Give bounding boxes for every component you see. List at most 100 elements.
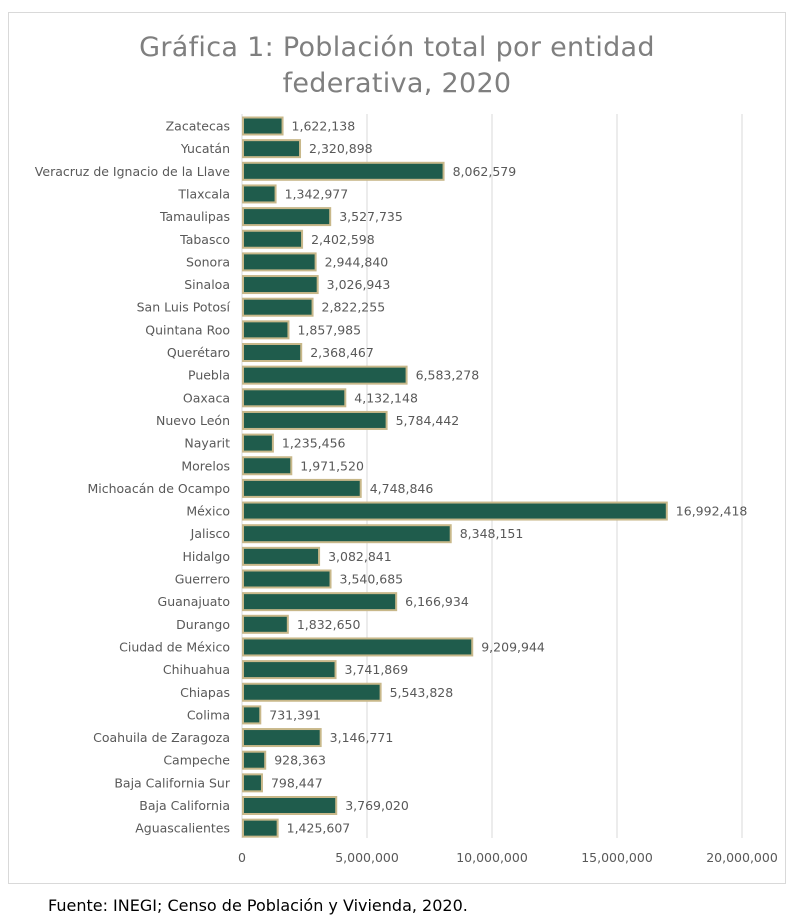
- category-label-17: México: [186, 504, 230, 519]
- category-label-15: Morelos: [181, 458, 230, 473]
- bar-26: [242, 705, 262, 725]
- bar-18: [242, 524, 452, 544]
- bar-7: [242, 275, 319, 295]
- value-label-22: 1,832,650: [297, 617, 361, 632]
- value-label-7: 3,026,943: [327, 277, 391, 292]
- category-label-9: Quintana Roo: [145, 322, 230, 337]
- bar-11: [242, 365, 408, 385]
- category-label-5: Tabasco: [179, 232, 230, 247]
- category-label-1: Yucatán: [180, 141, 230, 156]
- bar-13: [242, 410, 388, 430]
- value-label-11: 6,583,278: [416, 368, 480, 383]
- bar-14: [242, 433, 274, 453]
- bar-9: [242, 320, 290, 340]
- value-label-14: 1,235,456: [282, 436, 346, 451]
- x-tick-label-1: 5,000,000: [335, 850, 399, 865]
- bar-5: [242, 229, 304, 249]
- value-label-5: 2,402,598: [311, 232, 375, 247]
- category-label-27: Coahuila de Zaragoza: [93, 730, 230, 745]
- category-label-28: Campeche: [163, 753, 230, 768]
- category-label-8: San Luis Potosí: [137, 300, 231, 315]
- category-label-25: Chiapas: [180, 685, 230, 700]
- value-label-16: 4,748,846: [370, 481, 434, 496]
- value-label-4: 3,527,735: [339, 209, 403, 224]
- value-label-19: 3,082,841: [328, 549, 392, 564]
- category-label-24: Chihuahua: [163, 662, 230, 677]
- chart-frame: [8, 12, 786, 884]
- bar-2: [242, 161, 445, 181]
- value-label-24: 3,741,869: [345, 662, 409, 677]
- value-label-6: 2,944,840: [325, 254, 389, 269]
- value-label-0: 1,622,138: [292, 119, 356, 134]
- bar-20: [242, 569, 332, 589]
- category-label-0: Zacatecas: [166, 119, 230, 134]
- bar-27: [242, 728, 322, 748]
- bar-22: [242, 614, 289, 634]
- bar-4: [242, 207, 332, 227]
- category-label-16: Michoacán de Ocampo: [87, 481, 230, 496]
- value-label-26: 731,391: [269, 707, 321, 722]
- category-label-6: Sonora: [186, 254, 230, 269]
- value-label-12: 4,132,148: [354, 390, 418, 405]
- chart-title-line-2: federativa, 2020: [282, 68, 512, 99]
- value-label-1: 2,320,898: [309, 141, 373, 156]
- value-label-21: 6,166,934: [405, 594, 469, 609]
- bar-6: [242, 252, 317, 272]
- chart-title-line-1: Gráfica 1: Población total por entidad: [139, 32, 655, 63]
- value-label-28: 928,363: [274, 753, 326, 768]
- value-label-17: 16,992,418: [676, 504, 748, 519]
- bar-10: [242, 343, 303, 362]
- bar-8: [242, 297, 314, 317]
- category-label-20: Guerrero: [175, 572, 230, 587]
- value-label-18: 8,348,151: [460, 526, 524, 541]
- category-label-10: Querétaro: [167, 345, 230, 360]
- value-label-23: 9,209,944: [481, 639, 545, 654]
- value-label-29: 798,447: [271, 775, 323, 790]
- bar-16: [242, 478, 362, 498]
- value-label-8: 2,822,255: [322, 300, 386, 315]
- category-label-3: Tlaxcala: [177, 186, 230, 201]
- category-label-26: Colima: [187, 707, 230, 722]
- bar-21: [242, 592, 398, 612]
- category-label-31: Aguascalientes: [135, 821, 230, 836]
- category-label-2: Veracruz de Ignacio de la Llave: [35, 164, 231, 179]
- x-tick-label-4: 20,000,000: [706, 850, 778, 865]
- bar-25: [242, 682, 382, 702]
- bar-17: [242, 501, 668, 521]
- category-label-14: Nayarit: [184, 436, 230, 451]
- bar-12: [242, 388, 347, 408]
- bar-29: [242, 773, 263, 793]
- value-label-9: 1,857,985: [297, 322, 361, 337]
- value-label-15: 1,971,520: [300, 458, 364, 473]
- value-label-25: 5,543,828: [390, 685, 454, 700]
- value-label-10: 2,368,467: [310, 345, 374, 360]
- category-label-22: Durango: [176, 617, 230, 632]
- category-label-7: Sinaloa: [184, 277, 230, 292]
- bar-23: [242, 637, 474, 657]
- category-label-29: Baja California Sur: [114, 775, 231, 790]
- bar-15: [242, 456, 293, 476]
- x-tick-label-2: 10,000,000: [456, 850, 528, 865]
- value-label-27: 3,146,771: [330, 730, 394, 745]
- bar-24: [242, 660, 337, 680]
- bar-31: [242, 818, 279, 838]
- value-label-31: 1,425,607: [287, 821, 351, 836]
- value-label-13: 5,784,442: [396, 413, 460, 428]
- category-label-13: Nuevo León: [156, 413, 230, 428]
- category-label-4: Tamaulipas: [159, 209, 230, 224]
- category-label-12: Oaxaca: [183, 390, 230, 405]
- bar-30: [242, 796, 338, 815]
- bar-0: [242, 116, 284, 136]
- x-tick-label-3: 15,000,000: [581, 850, 653, 865]
- value-label-20: 3,540,685: [340, 572, 404, 587]
- bar-3: [242, 184, 277, 204]
- category-label-23: Ciudad de México: [119, 639, 230, 654]
- source-note: Fuente: INEGI; Censo de Población y Vivi…: [48, 896, 468, 915]
- bar-1: [242, 139, 302, 159]
- chart-title: Gráfica 1: Población total por entidad f…: [8, 30, 786, 102]
- value-label-30: 3,769,020: [345, 798, 409, 813]
- category-label-21: Guanajuato: [158, 594, 230, 609]
- category-label-30: Baja California: [139, 798, 230, 813]
- category-label-18: Jalisco: [190, 526, 230, 541]
